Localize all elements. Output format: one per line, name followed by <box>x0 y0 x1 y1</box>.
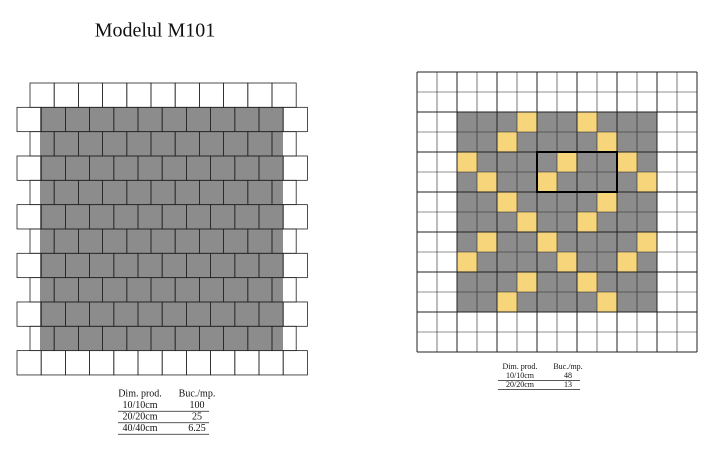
yellow-tile <box>517 272 537 292</box>
brick <box>210 350 235 375</box>
yellow-tile <box>497 192 517 212</box>
brick <box>17 350 42 375</box>
table-cell: 10/10cm <box>506 371 535 380</box>
brick <box>259 350 284 375</box>
title: Modelul M101 <box>95 20 216 42</box>
gray-area <box>40 107 283 350</box>
yellow-tile <box>597 292 617 312</box>
yellow-tile <box>577 112 597 132</box>
brick <box>138 350 163 375</box>
yellow-tile <box>477 172 497 192</box>
table-header: Buc./mp. <box>553 362 582 371</box>
brick <box>223 83 248 108</box>
table-cell: 40/40cm <box>123 423 158 434</box>
table-cell: 6.25 <box>188 423 206 434</box>
brick <box>283 253 308 278</box>
brick <box>283 301 308 327</box>
brick <box>41 350 66 375</box>
brick <box>151 83 176 108</box>
brick <box>186 350 211 375</box>
yellow-tile <box>637 232 657 252</box>
yellow-tile <box>537 232 557 252</box>
pattern-m101 <box>16 82 308 376</box>
yellow-tile <box>557 152 577 172</box>
yellow-tile <box>517 212 537 232</box>
brick <box>283 107 308 132</box>
table-cell: 20/20cm <box>506 380 535 389</box>
brick <box>89 350 114 375</box>
table-cell: 48 <box>564 371 572 380</box>
brick <box>17 253 42 278</box>
brick <box>17 204 42 229</box>
brick <box>272 83 297 108</box>
table-cell: 10/10cm <box>123 400 158 411</box>
brick-outline <box>282 350 308 376</box>
brick <box>17 107 42 132</box>
brick <box>234 350 259 375</box>
yellow-tile <box>617 152 637 172</box>
yellow-tile <box>637 172 657 192</box>
table-header: Dim. prod. <box>118 388 162 399</box>
yellow-tile <box>497 132 517 152</box>
dimension-table: Dim. prod. Buc./mp. 10/10cm 100 20/20cm 25 40/… <box>118 388 216 435</box>
brick <box>17 155 42 181</box>
brick <box>283 350 308 375</box>
table-cell: 100 <box>190 400 205 411</box>
yellow-tile <box>537 172 557 192</box>
highlight-frame <box>536 151 618 193</box>
brick <box>199 83 224 108</box>
table-cell: 13 <box>564 380 572 389</box>
table-header: Dim. prod. <box>503 362 538 371</box>
brick <box>113 350 138 375</box>
brick <box>17 301 42 327</box>
brick <box>283 204 308 229</box>
table-cell: 20/20cm <box>123 411 158 422</box>
brick <box>175 83 200 108</box>
brick <box>78 83 103 108</box>
yellow-tile <box>597 132 617 152</box>
brick <box>65 350 90 375</box>
brick <box>247 83 272 108</box>
brick <box>162 350 187 375</box>
yellow-tile <box>597 192 617 212</box>
yellow-tile <box>457 252 477 272</box>
brick <box>283 155 308 181</box>
yellow-tile <box>557 252 577 272</box>
yellow-tile <box>517 112 537 132</box>
brick <box>126 83 151 108</box>
yellow-tile <box>577 272 597 292</box>
brick <box>30 83 55 108</box>
pattern-m201 <box>416 71 698 353</box>
yellow-tile <box>577 212 597 232</box>
brick <box>54 83 79 108</box>
brick <box>102 83 127 108</box>
yellow-tile <box>477 232 497 252</box>
yellow-tile <box>457 152 477 172</box>
yellow-tile <box>617 252 637 272</box>
table-header: Buc./mp. <box>179 388 216 399</box>
dimension-table: Dim. prod. Buc./mp. 10/10cm 48 20/20cm 13 <box>498 362 583 390</box>
yellow-tile <box>497 292 517 312</box>
table-cell: 25 <box>192 411 202 422</box>
